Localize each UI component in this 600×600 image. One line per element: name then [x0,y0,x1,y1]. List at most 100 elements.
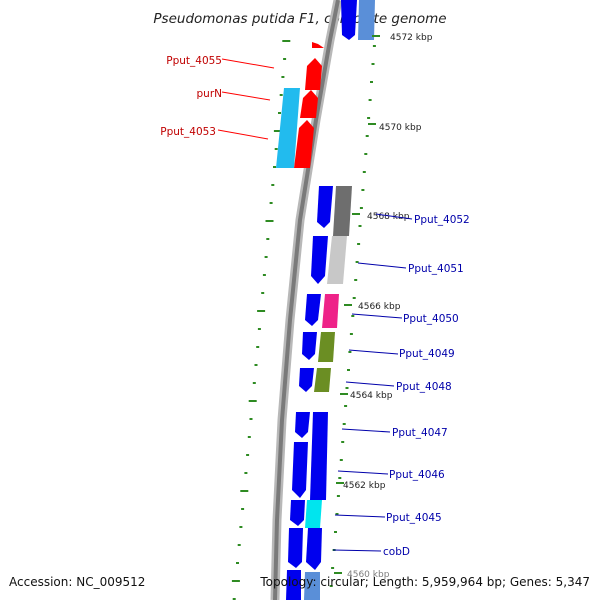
tick-labels: 4572 kbp 4570 kbp 4568 kbp 4566 kbp 4564… [334,33,433,580]
inner-track-dot [246,454,250,456]
gene-label-pput4047: Pput_4047 [392,427,448,439]
gene-arrow-cobd-b [306,528,322,570]
inner-track-dot [283,58,287,60]
gene-arrow-pput4045 [290,500,305,526]
gene-arrow-pput4048 [299,368,314,392]
gene-label-pput4055: Pput_4055 [166,55,222,67]
cds-arrow-top-1 [341,0,357,40]
inner-track-dot [236,562,239,564]
tick-label-4568: 4568 kbp [367,212,410,222]
gene-arrow-pput4051 [311,236,328,284]
gene-features [276,42,352,600]
outer-track-dot [339,459,343,461]
inner-track-dot [252,382,256,384]
outer-track-dot [349,333,353,335]
cog-bar-cyan [276,88,300,168]
inner-track-dot [257,310,266,312]
inner-track-dot [262,274,266,276]
inner-track-dot [279,94,283,96]
label-leaders [217,58,413,552]
inner-track-dot [269,202,273,204]
inner-track-dot [273,166,276,168]
outer-track-dot [362,171,366,173]
outer-track-dot [361,189,365,191]
outer-dotted-track [231,40,376,600]
outer-track-dot [354,279,358,281]
gene-arrow-pput4047b [310,412,328,500]
map-title: Pseudomonas putida F1, complete genome [153,11,446,27]
gene-arrow-pput4046 [292,442,308,498]
gene-label-purn: purN [197,88,223,100]
gene-arrow-small-red [312,42,324,48]
outer-track-dot [365,135,369,137]
outer-track-dot [331,567,335,569]
accession-label: Accession: NC_009512 [9,575,145,589]
outer-track-dot [338,477,342,479]
inner-track-dot [281,76,285,78]
backbone [270,0,343,600]
gene-arrow-pput4047a [295,412,310,438]
inner-track-dot [271,184,275,186]
outer-track-dot [358,225,362,227]
outer-track-dot [364,153,368,155]
outer-track-dot [351,315,355,317]
inner-track-dot [241,508,245,510]
gene-arrow-pput4050 [305,294,321,326]
outer-track-dot [352,297,356,299]
tick-label-4566: 4566 kbp [358,302,401,312]
inner-track-dot [248,400,257,402]
tick-label-4572: 4572 kbp [390,33,433,43]
inner-track-dot [237,544,241,546]
cog-bar-olive-2 [314,368,331,392]
tick-label-4564: 4564 kbp [350,391,393,401]
outer-track-dot [345,387,349,389]
outer-track-dot [336,495,340,497]
cog-bar-gray-light [327,236,347,284]
gene-arrow-cobd [288,528,303,568]
tick-label-4570: 4570 kbp [379,123,422,133]
inner-track-dot [240,490,249,492]
cog-bar-magenta [322,294,339,328]
gene-label-pput4052: Pput_4052 [414,214,470,226]
gene-labels: Pput_4055 purN Pput_4053 Pput_4052 Pput_… [160,55,470,558]
gene-label-pput4051: Pput_4051 [408,263,464,275]
outer-track-dot [359,207,363,209]
inner-track-dot [278,112,281,114]
gene-label-pput4049: Pput_4049 [399,348,455,360]
inner-track-dot [232,598,236,600]
gene-arrow-bottom [286,570,301,600]
inner-track-dot [256,346,260,348]
inner-track-dot [265,220,274,222]
gene-arrow-pput4052 [317,186,333,228]
outer-track-dot [371,63,375,65]
inner-track-dot [247,436,251,438]
inner-track-dot [239,526,243,528]
inner-track-dot [249,418,253,420]
outer-track-dot [342,423,346,425]
inner-track-dot [274,148,278,150]
outer-track-dot [347,369,350,371]
cog-bar-aqua [305,500,322,528]
inner-track-dot [254,364,258,366]
inner-track-dot [244,472,248,474]
tick-label-4560: 4560 kbp [347,570,390,580]
gene-label-pput4050: Pput_4050 [403,313,459,325]
inner-track-dot [282,40,291,42]
top-cds-group [341,0,375,40]
inner-track-dot [257,328,261,330]
gene-arrow-pput4055 [305,58,322,90]
gene-label-pput4045: Pput_4045 [386,512,442,524]
outer-track-dot [344,405,348,407]
gene-label-cobd: cobD [383,546,410,558]
cds-arrow-top-2 [358,0,375,40]
gene-arrow-purn [300,90,318,118]
inner-track-dot [266,238,270,240]
gene-label-pput4046: Pput_4046 [389,469,445,481]
gene-arrow-bottom-b [304,572,320,600]
gene-label-pput4053: Pput_4053 [160,126,216,138]
outer-track-dot [367,117,371,119]
topology-label: Topology: circular; Length: 5,959,964 bp… [259,575,590,589]
outer-track-dot [370,81,373,83]
outer-track-dot [368,99,372,101]
outer-track-dot [355,261,359,263]
